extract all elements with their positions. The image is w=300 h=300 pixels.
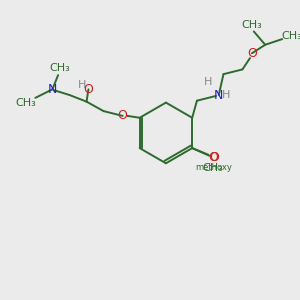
Text: methoxy: methoxy <box>196 163 232 172</box>
Text: O: O <box>208 151 218 164</box>
Text: O: O <box>209 151 219 164</box>
Text: H: H <box>204 77 212 87</box>
Text: CH₃: CH₃ <box>16 98 36 108</box>
Text: CH₃: CH₃ <box>281 31 300 41</box>
Text: N: N <box>48 83 57 96</box>
Text: O: O <box>247 47 257 60</box>
Text: CH₃: CH₃ <box>50 62 70 73</box>
Text: CH₃: CH₃ <box>242 20 262 30</box>
Text: CH₃: CH₃ <box>203 163 224 173</box>
Text: H: H <box>222 90 230 100</box>
Text: O: O <box>118 110 128 122</box>
Text: O: O <box>83 83 93 96</box>
Text: H: H <box>78 80 86 90</box>
Text: N: N <box>214 88 224 101</box>
